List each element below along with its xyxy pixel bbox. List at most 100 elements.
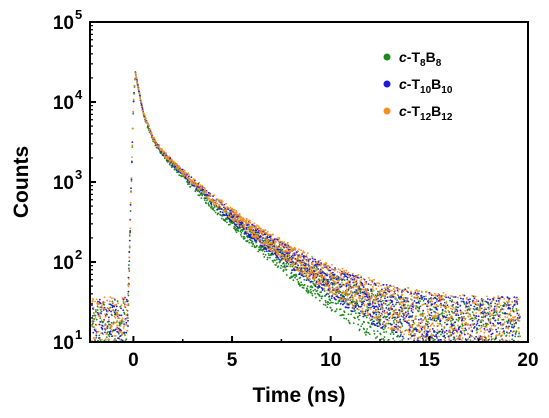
data-point	[98, 298, 101, 301]
data-point	[512, 326, 515, 329]
data-point	[91, 300, 94, 303]
data-point	[260, 236, 263, 239]
data-point	[278, 246, 280, 249]
data-point	[92, 320, 95, 323]
data-point	[467, 305, 470, 308]
data-point	[105, 313, 108, 316]
data-point	[295, 274, 298, 277]
data-point	[358, 318, 360, 321]
data-point	[437, 322, 439, 325]
data-point	[424, 323, 427, 326]
data-point	[114, 338, 116, 340]
data-point	[495, 300, 498, 302]
data-point	[207, 191, 210, 194]
data-point	[497, 297, 500, 300]
data-point	[407, 312, 410, 315]
data-point	[337, 276, 340, 278]
data-point	[314, 258, 316, 261]
data-point	[371, 322, 373, 324]
data-point	[368, 300, 371, 303]
data-point	[292, 264, 295, 266]
data-point	[167, 158, 170, 161]
data-point	[353, 284, 356, 286]
data-point	[235, 231, 238, 234]
data-point	[385, 283, 388, 286]
data-point	[116, 324, 119, 327]
data-point	[351, 303, 354, 306]
data-point	[353, 305, 356, 307]
data-point	[179, 168, 182, 171]
data-point	[495, 336, 497, 338]
data-point	[379, 333, 382, 336]
data-point	[397, 334, 399, 337]
data-point	[393, 311, 396, 314]
data-point	[405, 299, 408, 302]
data-point	[371, 292, 373, 295]
data-point	[121, 318, 123, 321]
data-point	[286, 247, 289, 250]
data-point	[467, 298, 470, 301]
data-point	[363, 314, 366, 317]
data-point	[480, 321, 483, 324]
data-point	[337, 280, 340, 282]
data-point	[216, 206, 219, 209]
data-point	[411, 323, 414, 326]
data-point	[280, 247, 283, 249]
data-point	[373, 332, 376, 335]
data-point	[385, 292, 388, 295]
data-point	[380, 284, 382, 287]
data-point	[420, 291, 423, 294]
data-point	[323, 276, 326, 279]
data-point	[313, 270, 316, 273]
data-point	[428, 301, 431, 303]
data-point	[344, 301, 347, 304]
data-point	[450, 320, 452, 322]
data-point	[504, 302, 507, 305]
data-point	[407, 338, 410, 340]
data-point	[266, 233, 268, 236]
data-point	[424, 316, 427, 319]
data-point	[341, 284, 343, 286]
data-point	[241, 221, 244, 224]
data-point	[463, 319, 465, 322]
data-point	[420, 318, 422, 320]
data-point	[378, 320, 381, 323]
data-point	[369, 303, 372, 305]
data-point	[354, 276, 357, 279]
data-point	[248, 241, 251, 244]
data-point	[410, 298, 413, 301]
data-point	[123, 313, 126, 315]
data-point	[160, 147, 163, 150]
data-point	[385, 307, 388, 309]
data-point	[442, 329, 445, 331]
data-point	[117, 327, 120, 330]
data-point	[439, 319, 442, 322]
data-point	[418, 310, 421, 312]
data-point	[406, 296, 409, 299]
data-point	[399, 303, 402, 306]
data-point	[498, 306, 501, 308]
data-point	[278, 249, 281, 252]
data-point	[407, 291, 409, 294]
data-point	[111, 314, 113, 317]
data-point	[405, 313, 408, 316]
data-point	[98, 323, 101, 326]
data-point	[375, 309, 378, 311]
data-point	[128, 245, 131, 248]
data-point	[102, 320, 105, 323]
data-point	[419, 322, 422, 325]
data-point	[313, 272, 316, 274]
data-point	[440, 296, 443, 299]
data-point	[264, 245, 267, 248]
data-point	[388, 290, 391, 293]
data-point	[335, 310, 337, 312]
data-point	[275, 245, 278, 247]
data-point	[267, 233, 270, 236]
data-point	[493, 317, 495, 319]
data-point	[98, 338, 101, 341]
data-point	[396, 320, 399, 323]
data-point	[104, 338, 107, 341]
data-point	[210, 203, 213, 206]
data-point	[266, 246, 268, 249]
data-point	[441, 312, 444, 314]
